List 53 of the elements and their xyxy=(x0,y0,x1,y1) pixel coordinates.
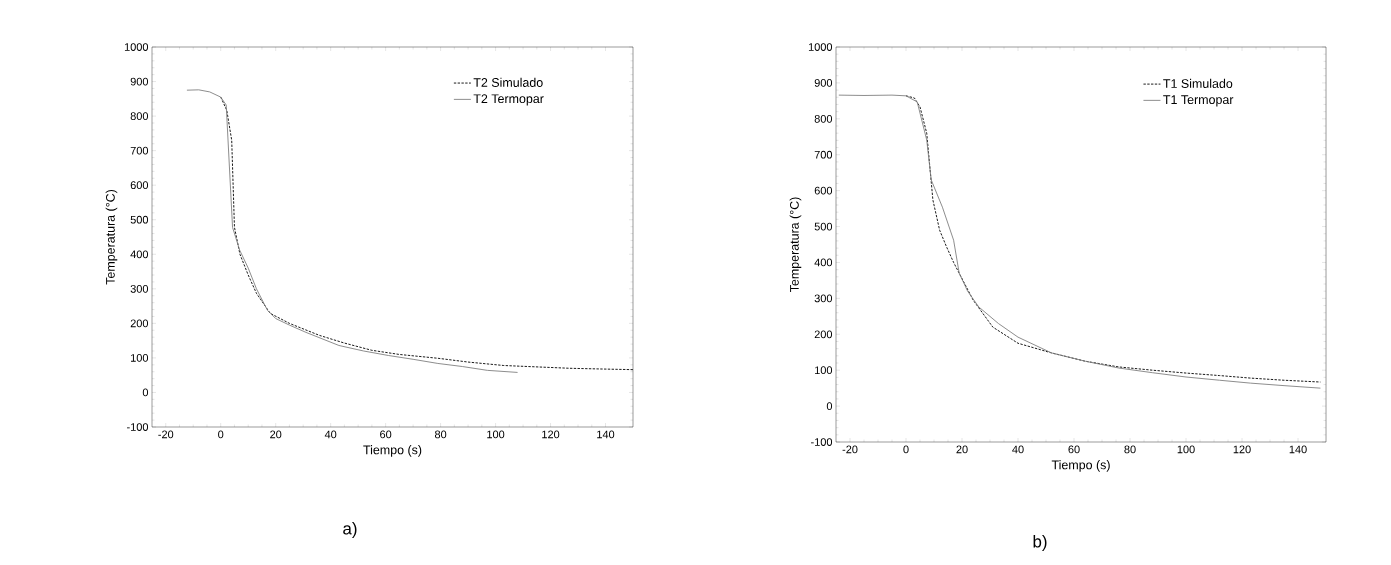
x-tick-label: 60 xyxy=(1068,445,1080,454)
x-tick-label: 40 xyxy=(1012,445,1024,454)
x-tick-label: 120 xyxy=(1233,445,1251,454)
y-tick-label: 0 xyxy=(826,402,833,410)
y-tick-label: -100 xyxy=(811,438,833,446)
legend-label: T2 Termopar xyxy=(473,94,544,106)
x-axis-title: Tiempo (s) xyxy=(1051,460,1110,472)
x-tick-label: 100 xyxy=(487,430,505,439)
y-axis-title: Temperatura (°C) xyxy=(789,197,802,293)
y-tick-label: 700 xyxy=(814,150,833,159)
y-tick-label: 700 xyxy=(130,146,149,155)
legend-label: T1 Simulado xyxy=(1163,78,1233,88)
x-tick-label: 80 xyxy=(434,430,447,439)
x-tick-label: -20 xyxy=(842,445,858,454)
y-tick-label: 500 xyxy=(130,215,149,224)
y-tick-label: 200 xyxy=(814,330,833,339)
y-tick-label: 300 xyxy=(130,284,149,293)
x-tick-label: 140 xyxy=(1289,445,1307,454)
x-tick-label: 40 xyxy=(324,430,337,439)
y-tick-label: -100 xyxy=(127,423,149,431)
y-tick-label: 400 xyxy=(130,250,149,259)
y-tick-label: 600 xyxy=(130,181,149,190)
y-tick-label: 300 xyxy=(814,294,833,303)
x-tick-label: 20 xyxy=(956,445,968,454)
y-tick-label: 500 xyxy=(814,222,833,231)
y-tick-label: 800 xyxy=(814,114,833,123)
x-tick-label: 120 xyxy=(542,430,560,439)
x-tick-label: 0 xyxy=(218,430,224,439)
x-axis-title: Tiempo (s) xyxy=(363,445,422,457)
x-tick-label: 60 xyxy=(380,430,392,439)
x-tick-label: -20 xyxy=(158,430,174,439)
x-tick-label: 140 xyxy=(597,430,615,439)
legend-label: T2 Simulado xyxy=(473,77,543,87)
y-tick-label: 600 xyxy=(814,186,833,195)
y-tick-label: 800 xyxy=(130,112,149,120)
y-tick-label: 900 xyxy=(814,79,833,87)
x-tick-label: 100 xyxy=(1177,445,1195,454)
y-tick-label: 1000 xyxy=(808,43,833,51)
x-tick-label: 0 xyxy=(903,445,909,454)
y-tick-label: 900 xyxy=(130,77,149,86)
y-tick-label: 200 xyxy=(130,319,149,328)
y-tick-label: 0 xyxy=(142,388,149,397)
y-tick-label: 100 xyxy=(131,354,149,362)
y-tick-label: 100 xyxy=(815,366,833,375)
y-axis-title: Temperatura (°C) xyxy=(105,189,118,285)
x-tick-label: 20 xyxy=(270,430,282,439)
line-series xyxy=(838,94,1321,389)
legend-label: T1 Termopar xyxy=(1163,95,1234,107)
y-tick-label: 400 xyxy=(814,258,833,267)
text: b) xyxy=(1033,535,1047,551)
x-tick-label: 80 xyxy=(1124,445,1136,454)
text: a) xyxy=(343,522,357,538)
y-tick-label: 1000 xyxy=(124,43,149,51)
